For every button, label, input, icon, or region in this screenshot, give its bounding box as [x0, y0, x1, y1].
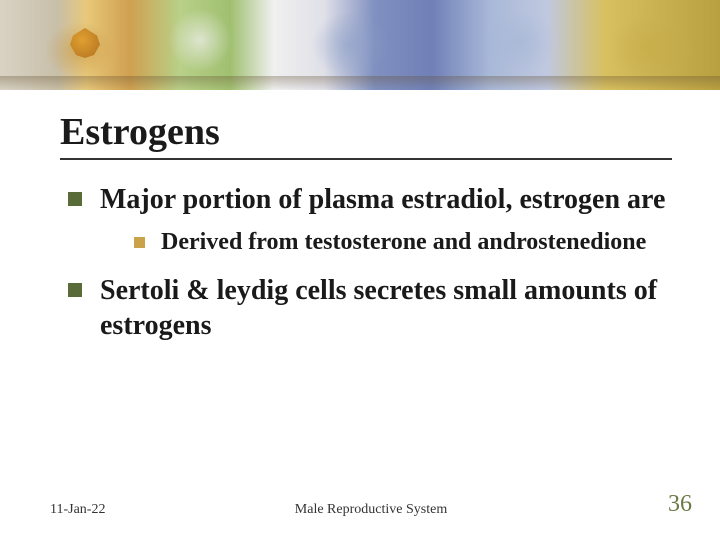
slide-footer: 11-Jan-22 Male Reproductive System 36 — [50, 491, 692, 518]
square-bullet-icon — [68, 283, 82, 297]
bullet-text: Major portion of plasma estradiol, estro… — [100, 182, 665, 217]
bullet-level1: Major portion of plasma estradiol, estro… — [60, 182, 680, 217]
leaf-icon — [70, 28, 100, 58]
footer-center-text: Male Reproductive System — [295, 502, 447, 518]
square-bullet-icon — [68, 192, 82, 206]
bullet-level1: Sertoli & leydig cells secretes small am… — [60, 273, 680, 343]
bullet-level2: Derived from testosterone and androstene… — [60, 227, 680, 257]
slide-title: Estrogens — [60, 110, 672, 160]
bullet-text: Derived from testosterone and androstene… — [161, 227, 646, 257]
slide-content: Estrogens Major portion of plasma estrad… — [60, 110, 680, 353]
footer-page-number: 36 — [668, 491, 692, 518]
footer-date: 11-Jan-22 — [50, 502, 105, 518]
decorative-banner — [0, 0, 720, 90]
square-bullet-icon — [134, 237, 145, 248]
bullet-text: Sertoli & leydig cells secretes small am… — [100, 273, 680, 343]
